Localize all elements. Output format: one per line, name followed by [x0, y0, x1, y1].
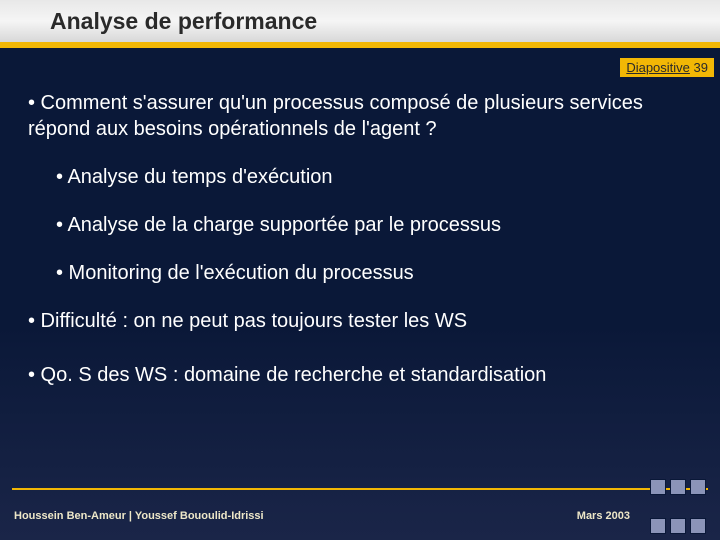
footer-authors: Houssein Ben-Ameur | Youssef Bououlid-Id…	[14, 510, 264, 522]
slide-number-badge: Diapositive 39	[620, 58, 714, 77]
slide-number-value: 39	[694, 60, 708, 75]
slide-title: Analyse de performance	[50, 8, 317, 35]
bullet-sub-2: • Analyse de la charge supportée par le …	[56, 212, 692, 238]
bullet-main-2: • Difficulté : on ne peut pas toujours t…	[28, 308, 692, 334]
bullet-main-1: • Comment s'assurer qu'un processus comp…	[28, 90, 692, 142]
slide: Analyse de performance Diapositive 39 • …	[0, 0, 720, 540]
footer-date: Mars 2003	[577, 510, 630, 522]
deco-square-icon	[670, 518, 686, 534]
footer-divider	[12, 488, 708, 490]
bullet-sub-3: • Monitoring de l'exécution du processus	[56, 260, 692, 286]
bullet-sub-1: • Analyse du temps d'exécution	[56, 164, 692, 190]
slide-footer: Houssein Ben-Ameur | Youssef Bououlid-Id…	[0, 488, 720, 540]
deco-square-icon	[690, 518, 706, 534]
deco-square-icon	[650, 518, 666, 534]
bullet-main-3: • Qo. S des WS : domaine de recherche et…	[28, 362, 692, 388]
slide-number-label: Diapositive	[626, 60, 690, 75]
deco-square-icon	[690, 479, 706, 495]
slide-header: Analyse de performance	[0, 0, 720, 48]
deco-square-icon	[670, 479, 686, 495]
slide-content: • Comment s'assurer qu'un processus comp…	[0, 48, 720, 388]
deco-square-icon	[650, 479, 666, 495]
